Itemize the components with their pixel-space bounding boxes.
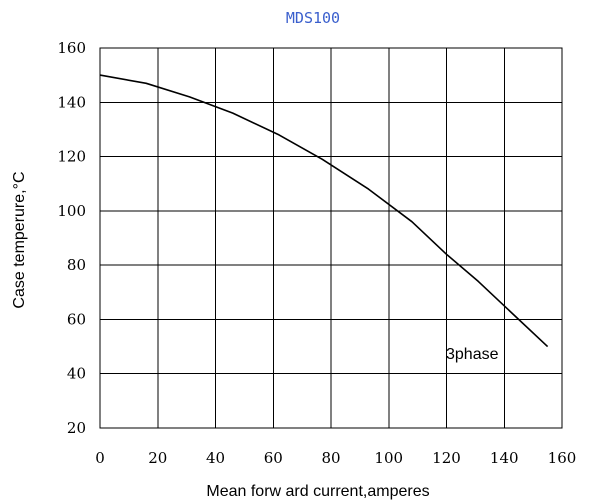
grid bbox=[99, 47, 563, 429]
series-line-3phase bbox=[99, 74, 549, 348]
x-tick-label: 60 bbox=[264, 449, 283, 467]
x-tick-label: 0 bbox=[95, 449, 105, 467]
y-tick-label: 160 bbox=[57, 39, 86, 57]
y-tick-label: 100 bbox=[57, 202, 86, 220]
y-axis-label: Case temperure,°C bbox=[11, 171, 28, 308]
chart-title: MDS100 bbox=[286, 9, 340, 27]
y-tick-label: 140 bbox=[57, 93, 86, 111]
y-tick-label: 60 bbox=[67, 310, 86, 328]
y-tick-label: 40 bbox=[67, 365, 86, 383]
x-tick-label: 40 bbox=[206, 449, 225, 467]
x-axis-label: Mean forw ard current,amperes bbox=[206, 483, 429, 500]
y-tick-label: 20 bbox=[67, 419, 86, 437]
x-tick-label: 80 bbox=[321, 449, 340, 467]
series-annotation-3phase: 3phase bbox=[446, 346, 499, 363]
plot-frame bbox=[99, 47, 563, 429]
x-tick-label: 140 bbox=[490, 449, 519, 467]
y-tick-label: 120 bbox=[57, 148, 86, 166]
x-tick-label: 120 bbox=[432, 449, 461, 467]
series-layer bbox=[99, 74, 549, 348]
tick-labels: 0 20 40 60 80 100 120 140 160 20 40 60 80 100 120 140 16… bbox=[57, 39, 576, 467]
x-tick-label: 20 bbox=[148, 449, 167, 467]
x-tick-label: 160 bbox=[548, 449, 577, 467]
y-tick-label: 80 bbox=[67, 256, 86, 274]
x-tick-label: 100 bbox=[374, 449, 403, 467]
